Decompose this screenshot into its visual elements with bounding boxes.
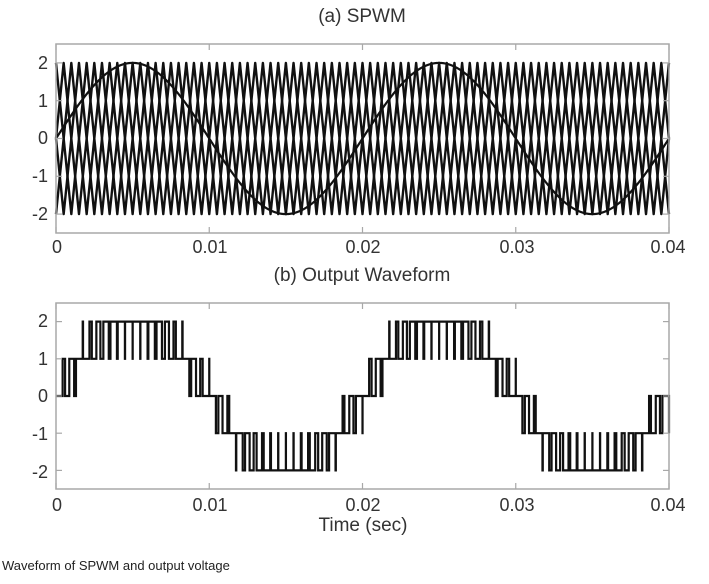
chart-a-ytick: 2 [37,53,48,73]
chart-a-xtick: 0.04 [650,237,686,257]
chart-a-xtick: 0.01 [192,237,228,257]
chart-a-ytick: 1 [37,91,48,111]
chart-b-ytick: -1 [31,424,48,444]
chart-b-ytick: -2 [31,462,48,482]
chart-a-ytick: -2 [31,204,48,224]
chart-output-waveform [55,302,671,490]
chart-b-xtick: 0 [51,495,63,515]
chart-a-xtick: 0.03 [499,237,535,257]
chart-b-xtick: 0.04 [650,495,686,515]
chart-spwm [54,43,671,234]
chart-b-ytick: 1 [37,349,48,369]
figure-caption: Waveform of SPWM and output voltage [2,558,230,573]
output-axes-box [55,302,670,490]
chart-a-ytick: 0 [37,128,48,148]
spwm-axes-box [55,43,670,234]
chart-a-ytick: -1 [31,166,48,186]
chart-a-xtick: 0 [51,237,63,257]
chart-b-xlabel: Time (sec) [318,515,408,536]
chart-b-ytick: 2 [37,311,48,331]
chart-b-xtick: 0.02 [345,495,381,515]
output-waveform-trace [56,320,671,472]
chart-b-title: (b) Output Waveform [273,265,451,286]
chart-a-title: (a) SPWM [318,6,406,27]
spwm-traces [54,61,671,216]
chart-a-xtick: 0.02 [345,237,381,257]
chart-b-xtick: 0.01 [192,495,228,515]
chart-b-ytick: 0 [37,386,48,406]
chart-b-xtick: 0.03 [499,495,535,515]
